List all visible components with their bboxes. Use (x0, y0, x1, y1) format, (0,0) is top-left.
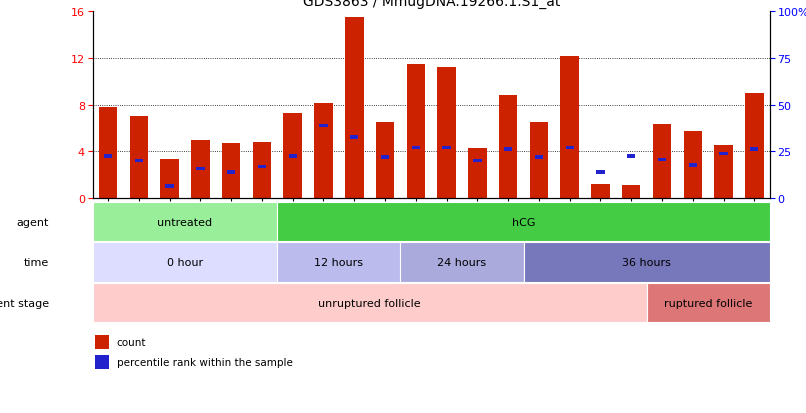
Bar (592, 184, 609, 198)
Bar (314, 104, 333, 198)
Bar (530, 123, 548, 198)
Text: 12 hours: 12 hours (314, 257, 364, 268)
Bar (688, 164, 697, 167)
Bar (750, 148, 758, 151)
Bar (93, 202, 277, 242)
Bar (99, 108, 118, 198)
Bar (627, 155, 635, 158)
Text: ruptured follicle: ruptured follicle (664, 298, 752, 308)
Bar (196, 167, 205, 171)
Bar (93, 243, 277, 282)
Title: GDS3863 / MmugDNA.19266.1.S1_at: GDS3863 / MmugDNA.19266.1.S1_at (302, 0, 560, 9)
Text: unruptured follicle: unruptured follicle (318, 298, 421, 308)
Bar (376, 123, 394, 198)
Bar (381, 156, 389, 159)
Bar (745, 94, 763, 198)
Bar (345, 18, 364, 198)
Bar (683, 132, 702, 198)
Text: 36 hours: 36 hours (622, 257, 671, 268)
Text: 24 hours: 24 hours (438, 257, 487, 268)
Bar (499, 96, 517, 198)
Bar (222, 144, 240, 198)
Bar (473, 159, 481, 163)
Text: count: count (117, 337, 147, 347)
Bar (646, 283, 770, 323)
Bar (93, 283, 646, 323)
Bar (658, 158, 667, 161)
Bar (135, 159, 143, 163)
Bar (277, 243, 401, 282)
Bar (227, 171, 235, 174)
Bar (160, 160, 179, 198)
Bar (191, 140, 210, 198)
Bar (566, 147, 574, 150)
Bar (412, 147, 420, 150)
Bar (319, 124, 328, 128)
Bar (258, 165, 266, 169)
Bar (442, 147, 451, 150)
Bar (406, 65, 425, 198)
Bar (284, 114, 302, 198)
Text: agent: agent (16, 217, 48, 227)
Bar (289, 155, 297, 158)
Bar (714, 146, 733, 198)
Text: hCG: hCG (512, 217, 535, 227)
Text: time: time (23, 257, 48, 268)
Text: percentile rank within the sample: percentile rank within the sample (117, 357, 293, 367)
Text: 0 hour: 0 hour (167, 257, 203, 268)
Bar (504, 148, 513, 151)
Bar (534, 156, 543, 159)
Bar (622, 185, 641, 198)
Bar (253, 142, 271, 198)
Bar (95, 355, 109, 369)
Bar (130, 117, 148, 198)
Bar (438, 68, 456, 198)
Bar (95, 335, 109, 349)
Bar (104, 155, 112, 158)
Bar (350, 136, 359, 140)
Bar (468, 148, 487, 198)
Bar (524, 243, 770, 282)
Bar (560, 57, 579, 198)
Text: untreated: untreated (157, 217, 213, 227)
Bar (653, 125, 671, 198)
Text: development stage: development stage (0, 298, 48, 308)
Bar (401, 243, 524, 282)
Bar (720, 152, 728, 156)
Bar (277, 202, 770, 242)
Bar (596, 171, 604, 174)
Bar (165, 185, 174, 188)
